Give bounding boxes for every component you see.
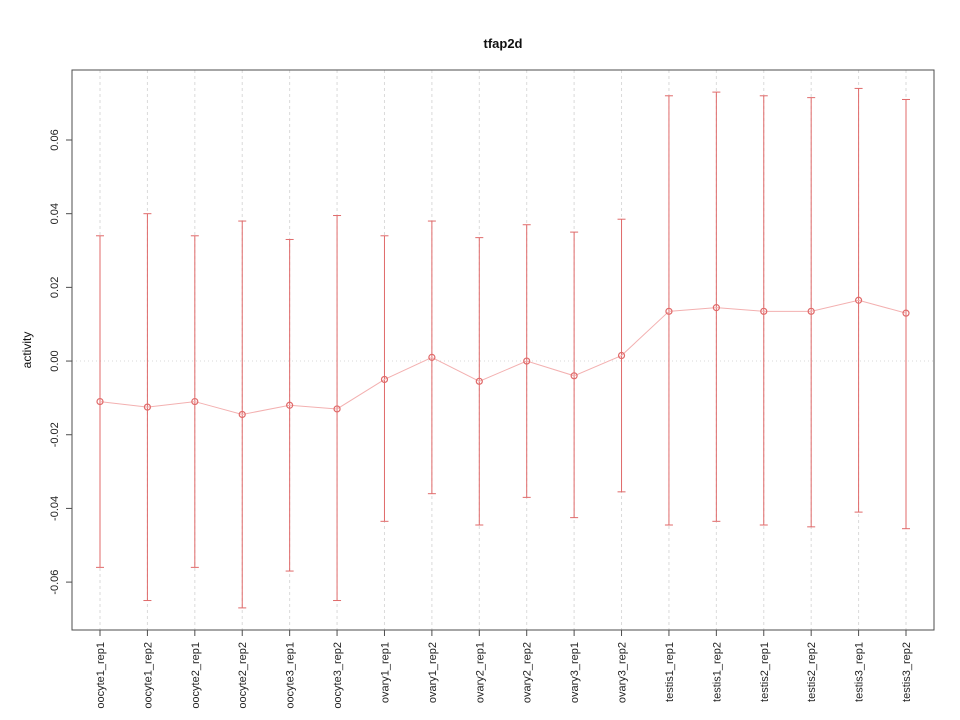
data-point [570, 372, 578, 380]
x-tick-label: oocyte3_rep2 [332, 642, 344, 709]
y-tick-label: 0.04 [49, 203, 61, 224]
x-tick-label: oocyte3_rep1 [285, 642, 297, 709]
data-point [333, 405, 341, 413]
y-tick-label: 0.02 [49, 277, 61, 298]
data-point [96, 397, 104, 406]
data-point [238, 410, 246, 419]
y-tick-label: 0.06 [49, 129, 61, 150]
data-point [902, 309, 910, 317]
y-tick-label: -0.04 [49, 496, 61, 521]
x-tick-label: oocyte2_rep2 [237, 642, 249, 709]
x-tick-label: testis3_rep1 [854, 642, 866, 702]
data-point [143, 403, 152, 411]
data-point [617, 351, 626, 360]
series-line [99, 299, 907, 415]
x-tick-label: testis3_rep2 [901, 642, 913, 702]
data-point [665, 307, 673, 315]
x-tick-label: oocyte1_rep2 [142, 642, 154, 709]
data-point [807, 307, 815, 315]
data-point [191, 397, 199, 406]
x-tick-label: testis1_rep2 [711, 642, 723, 702]
y-tick-label: -0.02 [49, 422, 61, 447]
data-point [523, 357, 531, 365]
data-point [712, 304, 720, 312]
x-tick-label: testis2_rep2 [806, 642, 818, 702]
x-tick-label: testis1_rep1 [664, 642, 676, 702]
x-tick-label: ovary3_rep2 [617, 642, 629, 703]
data-point [854, 296, 863, 304]
x-tick-label: ovary3_rep1 [569, 642, 581, 703]
x-tick-label: ovary2_rep1 [474, 642, 486, 703]
x-tick-label: ovary1_rep1 [379, 642, 391, 703]
x-tick-label: ovary1_rep2 [427, 642, 439, 703]
data-point [760, 307, 768, 315]
chart-title: tfap2d [483, 36, 523, 51]
data-point [475, 377, 483, 385]
data-point [380, 375, 389, 384]
y-tick-label: -0.06 [49, 570, 61, 595]
data-point [428, 353, 436, 361]
x-tick-label: oocyte2_rep1 [190, 642, 202, 709]
x-tick-label: testis2_rep1 [759, 642, 771, 702]
data-point [286, 401, 294, 409]
plot-border [71, 69, 935, 631]
x-tick-label: oocyte1_rep1 [95, 642, 107, 709]
y-tick-label: 0.00 [49, 350, 61, 371]
x-tick-label: ovary2_rep2 [522, 642, 534, 703]
